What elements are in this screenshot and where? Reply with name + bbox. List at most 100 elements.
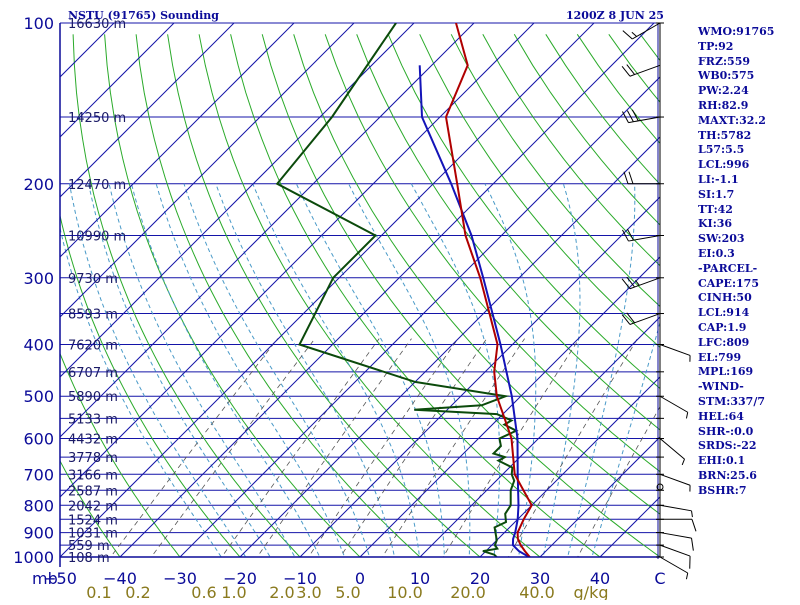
wind-barb-half-feather — [692, 511, 693, 517]
wind-barb-feather — [627, 229, 633, 240]
index-item: SRDS:-22 — [698, 439, 774, 454]
wind-barb — [660, 519, 696, 531]
index-item: CAP:1.9 — [698, 321, 774, 336]
height-label: 12470 m — [68, 178, 126, 193]
isobar-grid — [60, 23, 660, 557]
mixing-ratio-tick-label: 3.0 — [296, 583, 321, 600]
time-label: 1200Z 8 JUN 25 — [566, 9, 664, 22]
index-item: LCL:996 — [698, 158, 774, 173]
index-item: BSHR:7 — [698, 484, 774, 499]
pressure-tick-label: 900 — [23, 524, 54, 543]
moist-adiabat-line — [565, 184, 635, 569]
index-item: CINH:50 — [698, 291, 774, 306]
wind-barb — [622, 110, 660, 123]
dry-adiabat-line — [136, 34, 432, 568]
mixing-ratio-line — [102, 339, 278, 569]
station-title: NSTU (91765) Sounding — [68, 9, 219, 22]
wind-barb-staff — [660, 439, 685, 460]
mixing-ratio-line — [301, 339, 458, 569]
wind-barb — [660, 345, 690, 362]
mixing-ratio-tick-label: 5.0 — [335, 583, 360, 600]
pressure-tick-label: 200 — [23, 175, 54, 194]
index-item: FRZ:559 — [698, 55, 774, 70]
wind-barb-feather — [623, 31, 632, 39]
moist-adiabat-line — [541, 184, 580, 569]
wind-barb-feather — [624, 172, 628, 184]
wind-barb — [660, 474, 690, 491]
index-item: HEL:64 — [698, 410, 774, 425]
index-item: CAPE:175 — [698, 277, 774, 292]
wind-barb-staff — [660, 545, 690, 556]
dry-adiabat-line — [105, 34, 372, 568]
index-item: SHR-:0.0 — [698, 425, 774, 440]
mixing-ratio-line — [375, 339, 524, 569]
index-item: TP:92 — [698, 40, 774, 55]
pressure-tick-label: 300 — [23, 269, 54, 288]
index-item: TT:42 — [698, 203, 774, 218]
mixing-ratio-tick-label: 0.6 — [191, 583, 216, 600]
moist-adiabat-line — [156, 184, 349, 569]
wind-barb — [622, 65, 660, 77]
moist-adiabat-line — [349, 184, 470, 569]
height-label: 3166 m — [68, 468, 118, 483]
pressure-tick-label: 800 — [23, 496, 54, 515]
index-item: EHI:0.1 — [698, 454, 774, 469]
index-item: BRN:25.6 — [698, 469, 774, 484]
height-label: 4432 m — [68, 433, 118, 448]
wind-barb-feather — [692, 538, 694, 551]
wind-barb-staff — [660, 474, 690, 485]
wind-barb — [660, 396, 688, 418]
wind-barb-staff — [660, 505, 692, 511]
wind-barb-half-feather — [686, 573, 687, 579]
mixing-ratio-line — [143, 339, 315, 569]
wind-barb-feather — [632, 110, 638, 121]
mixing-ratio-tick-label: 0.1 — [86, 583, 111, 600]
temperature-unit-label: C — [654, 569, 665, 588]
index-item: KI:36 — [698, 217, 774, 232]
index-item: -WIND- — [698, 380, 774, 395]
index-item: LFC:809 — [698, 336, 774, 351]
index-item: LCL:914 — [698, 306, 774, 321]
index-item: LI:-1.1 — [698, 173, 774, 188]
wind-barb-staff — [660, 396, 688, 412]
index-item: EI:0.3 — [698, 247, 774, 262]
height-label: 5890 m — [68, 390, 118, 405]
pressure-tick-label: 400 — [23, 336, 54, 355]
height-label: 10990 m — [68, 229, 126, 244]
pressure-tick-label: 600 — [23, 430, 54, 449]
wind-barb-staff — [660, 533, 692, 539]
moist-adiabat-line — [132, 184, 325, 569]
mixing-ratio-tick-label: g/kg — [574, 583, 609, 600]
isotherm-grid — [0, 23, 800, 557]
index-item: EL:799 — [698, 351, 774, 366]
height-label: 7620 m — [68, 339, 118, 354]
moist-adiabat-line — [109, 184, 301, 569]
isotherm-line — [240, 23, 774, 557]
dry-adiabat-line — [199, 34, 554, 568]
profile-lines — [277, 23, 532, 558]
index-item: -PARCEL- — [698, 262, 774, 277]
wind-barb — [660, 533, 693, 551]
mixing-ratio-tick-label: 20.0 — [450, 583, 486, 600]
wind-barb-half-feather — [632, 32, 637, 36]
index-item: TH:5782 — [698, 129, 774, 144]
height-label: 14250 m — [68, 111, 126, 126]
index-item: MAXT:32.2 — [698, 114, 774, 129]
height-label: 2587 m — [68, 484, 118, 499]
pressure-tick-label: 1000 — [13, 548, 54, 567]
index-item: PW:2.24 — [698, 84, 774, 99]
isotherm-line — [180, 23, 714, 557]
height-label: 9730 m — [68, 272, 118, 287]
index-item: MPL:169 — [698, 365, 774, 380]
moist-adiabat-line — [411, 184, 499, 569]
index-item: WB0:575 — [698, 69, 774, 84]
mixing-ratio-tick-label: 40.0 — [519, 583, 555, 600]
wind-barb-staff — [660, 345, 690, 356]
index-item: L57:5.5 — [698, 143, 774, 158]
mixing-ratio-tick-label: 10.0 — [387, 583, 423, 600]
wind-barb — [660, 439, 685, 465]
